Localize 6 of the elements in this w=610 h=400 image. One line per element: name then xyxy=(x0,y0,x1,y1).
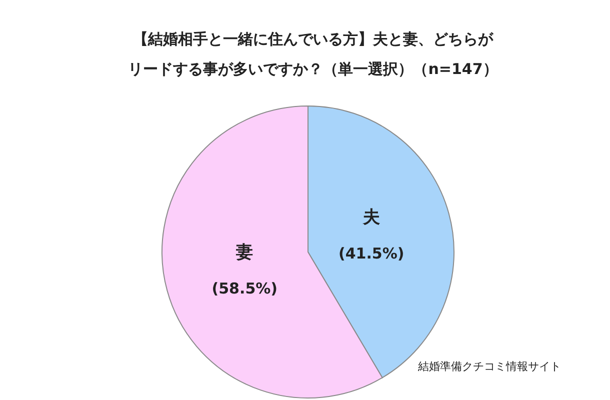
data-label: (41.5%) xyxy=(338,244,404,263)
chart-title: 【結婚相手と一緒に住んでいる方】夫と妻、どちらがリードする事が多いですか？（単一選択）（n=147） xyxy=(128,30,498,78)
slice-label: 夫 xyxy=(362,208,380,228)
data-label: (58.5%) xyxy=(212,279,278,298)
text: 結婚準備クチコミ情報サイト xyxy=(417,360,561,373)
slice-label: 妻 xyxy=(235,242,254,262)
